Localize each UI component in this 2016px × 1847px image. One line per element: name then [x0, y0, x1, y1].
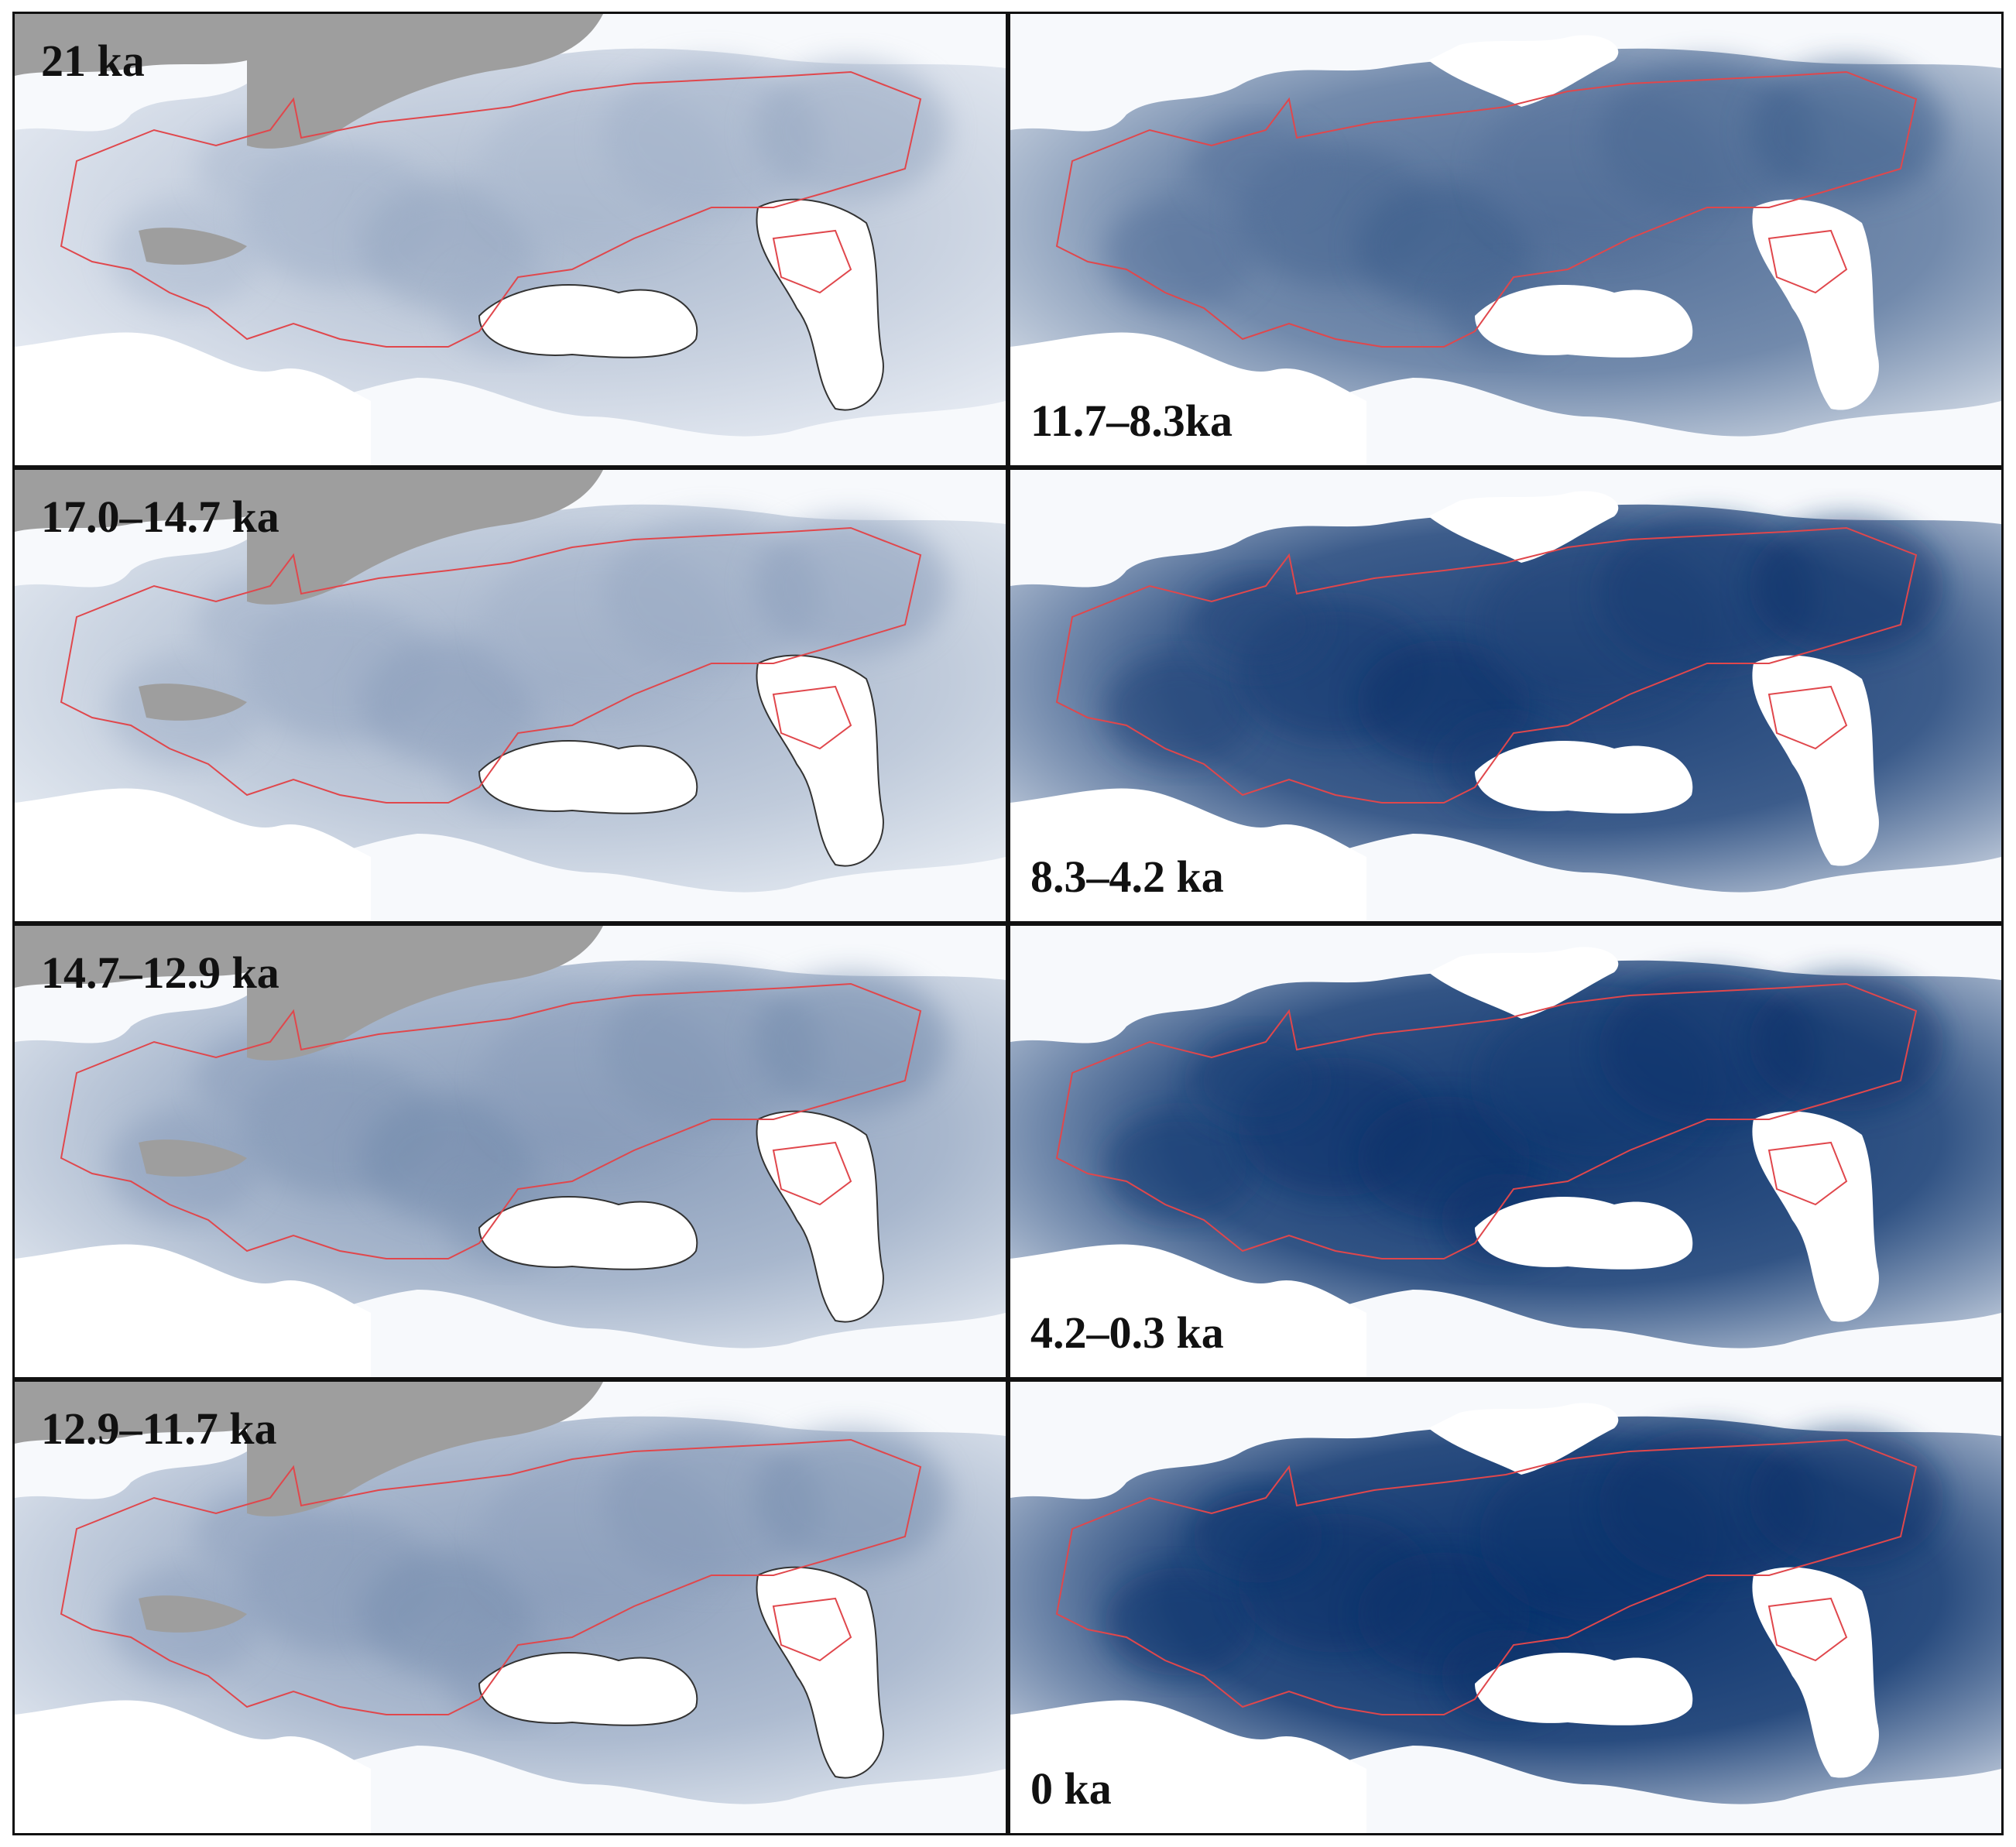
panel-label-17-0-14-7ka: 17.0–14.7 ka	[41, 492, 279, 542]
map-panel-4-2-0-3ka: 4.2–0.3 ka	[1008, 924, 2004, 1379]
caspian-sea	[756, 1566, 884, 1779]
species-range-outline	[772, 685, 852, 750]
map-21ka	[15, 14, 1006, 465]
map-panel-21ka: 21 ka	[12, 12, 1008, 468]
suitability-patch	[1105, 1568, 1257, 1676]
suitability-patch	[1105, 1112, 1257, 1220]
ice-sheet	[247, 926, 603, 1061]
mediterranean-sea	[15, 788, 371, 921]
map-figure: 21 ka 11.7–8.3ka 17.0–14.7 ka 8.3–4.2 ka…	[12, 12, 2004, 1835]
black-sea	[478, 1652, 698, 1726]
ice-sheet	[247, 1382, 603, 1516]
suitability-patch	[1193, 122, 1323, 215]
baltic-sea	[1428, 1403, 1619, 1475]
ice-sheet	[15, 1382, 247, 1444]
species-range-outline	[60, 982, 922, 1259]
map-panel-8-3-4-2ka: 8.3–4.2 ka	[1008, 468, 2004, 924]
species-range-outline	[60, 526, 922, 804]
suitability-patch	[1749, 516, 1944, 656]
mediterranean-sea	[1010, 1700, 1366, 1833]
black-sea	[1475, 741, 1693, 814]
panel-label-14-7-12-9ka: 14.7–12.9 ka	[41, 947, 279, 998]
mediterranean-sea	[15, 1244, 371, 1377]
species-range-outline	[772, 229, 852, 294]
species-range-outline	[1055, 1438, 1918, 1715]
map-8-3-4-2ka	[1010, 470, 2001, 921]
species-range-outline	[60, 1438, 922, 1715]
ice-sheet	[15, 470, 247, 532]
suitability-patch	[1105, 656, 1257, 764]
species-range-outline	[772, 1141, 852, 1206]
black-sea	[1475, 1653, 1693, 1725]
mediterranean-sea	[15, 1700, 371, 1833]
map-panel-0ka: 0 ka	[1008, 1379, 2004, 1835]
alpine-ice	[139, 684, 247, 721]
suitability-patch	[1749, 972, 1944, 1112]
ice-sheet	[247, 470, 603, 605]
species-range-outline	[1055, 526, 1918, 804]
caspian-sea	[1752, 1567, 1879, 1778]
species-range-outline	[1767, 1597, 1848, 1662]
map-panel-12-9-11-7ka: 12.9–11.7 ka	[12, 1379, 1008, 1835]
caspian-sea	[756, 1110, 884, 1323]
suitability-patch	[1749, 60, 1944, 200]
panel-label-11-7-8-3ka: 11.7–8.3ka	[1030, 396, 1233, 446]
map-4-2-0-3ka	[1010, 926, 2001, 1377]
map-panel-17-0-14-7ka: 17.0–14.7 ka	[12, 468, 1008, 924]
suitability-patch	[753, 1428, 948, 1568]
suitability-patch	[1193, 1034, 1323, 1127]
caspian-sea	[1752, 1111, 1879, 1322]
black-sea	[478, 1196, 698, 1270]
map-14-7-12-9ka	[15, 926, 1006, 1377]
suitability-patch	[1105, 200, 1257, 308]
baltic-sea	[1428, 35, 1619, 108]
baltic-sea	[1428, 947, 1619, 1019]
alpine-ice	[139, 1595, 247, 1633]
map-11-7-8-3ka	[1010, 14, 2001, 465]
black-sea	[478, 284, 698, 358]
map-0ka	[1010, 1382, 2001, 1833]
suitability-patch	[1193, 1490, 1323, 1583]
species-range-outline	[1055, 70, 1918, 348]
caspian-sea	[1752, 655, 1879, 866]
caspian-sea	[756, 198, 884, 411]
mediterranean-sea	[1010, 1244, 1366, 1377]
panel-label-0ka: 0 ka	[1030, 1763, 1112, 1814]
suitability-patch	[1749, 1428, 1944, 1568]
caspian-sea	[1752, 199, 1879, 410]
panel-label-21ka: 21 ka	[41, 36, 145, 86]
species-range-outline	[1767, 229, 1848, 294]
map-panel-11-7-8-3ka: 11.7–8.3ka	[1008, 12, 2004, 468]
ice-sheet	[15, 926, 247, 988]
ice-sheet	[15, 14, 247, 76]
suitability-patch	[753, 516, 948, 656]
mediterranean-sea	[15, 332, 371, 465]
species-range-outline	[772, 1597, 852, 1662]
species-range-outline	[1767, 1141, 1848, 1206]
alpine-ice	[139, 1139, 247, 1177]
mediterranean-sea	[1010, 788, 1366, 921]
ice-sheet	[247, 14, 603, 149]
species-range-outline	[1055, 982, 1918, 1259]
panel-label-12-9-11-7ka: 12.9–11.7 ka	[41, 1403, 277, 1454]
suitability-patch	[753, 972, 948, 1112]
species-range-outline	[60, 70, 922, 348]
black-sea	[478, 740, 698, 814]
baltic-sea	[1428, 491, 1619, 563]
map-panel-14-7-12-9ka: 14.7–12.9 ka	[12, 924, 1008, 1379]
map-17-0-14-7ka	[15, 470, 1006, 921]
alpine-ice	[139, 228, 247, 265]
panel-label-4-2-0-3ka: 4.2–0.3 ka	[1030, 1307, 1224, 1358]
species-range-outline	[1767, 685, 1848, 750]
mediterranean-sea	[1010, 332, 1366, 465]
black-sea	[1475, 1197, 1693, 1270]
map-12-9-11-7ka	[15, 1382, 1006, 1833]
panel-label-8-3-4-2ka: 8.3–4.2 ka	[1030, 852, 1224, 902]
suitability-patch	[753, 60, 948, 200]
suitability-patch	[1193, 578, 1323, 671]
caspian-sea	[756, 654, 884, 867]
black-sea	[1475, 285, 1693, 358]
